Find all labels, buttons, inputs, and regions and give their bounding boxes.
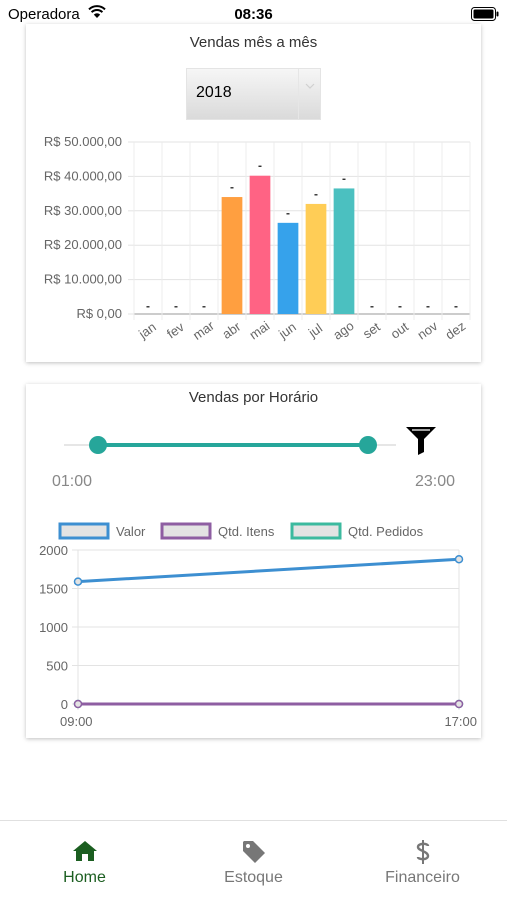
- year-select-value: 2018: [196, 84, 232, 101]
- bar-jun: [277, 222, 299, 314]
- dollar-icon: [338, 839, 507, 864]
- home-icon: [0, 839, 169, 863]
- series-point: [454, 699, 464, 709]
- bar-value-label: -: [202, 299, 206, 313]
- hourly-sales-card: Vendas por Horário 01:00 23:00 Valor Qtd.…: [26, 384, 481, 738]
- bar-value-label: -: [426, 299, 430, 313]
- line-x-label: 17:00: [444, 714, 477, 729]
- tab-home-label: Home: [63, 869, 106, 886]
- wifi-icon: [88, 5, 106, 18]
- series-line-Valor: [77, 557, 460, 584]
- bar-value-label: -: [258, 159, 262, 173]
- tab-financeiro[interactable]: Financeiro: [338, 821, 507, 901]
- line-y-tick-label: 500: [46, 659, 68, 674]
- bar-x-label-mar: mar: [190, 317, 217, 343]
- bar-y-tick-label: R$ 20.000,00: [44, 237, 122, 252]
- legend-swatch-2: [290, 522, 342, 540]
- legend-label-2: Qtd. Pedidos: [348, 524, 424, 539]
- legend-label-1: Qtd. Itens: [218, 524, 275, 539]
- bar-value-label: -: [454, 299, 458, 313]
- bar-x-label-nov: nov: [415, 318, 441, 343]
- bar-x-label-mai: mai: [247, 318, 273, 342]
- hour-range-slider[interactable]: [60, 430, 400, 460]
- line-y-tick-label: 2000: [39, 543, 68, 558]
- status-time: 08:36: [234, 6, 273, 23]
- bar-value-label: -: [230, 180, 234, 194]
- legend-label-0: Valor: [116, 524, 146, 539]
- bar-y-tick-label: R$ 10.000,00: [44, 272, 122, 287]
- tag-icon: [169, 839, 338, 863]
- hourly-sales-line-chart: Valor Qtd. Itens Qtd. Pedidos 0 500 1000 1500 2…: [39, 522, 477, 729]
- series-point: [73, 699, 83, 709]
- bar-value-label: -: [286, 206, 290, 220]
- year-select[interactable]: 2018: [186, 68, 321, 120]
- chevron-down-icon: [305, 83, 315, 89]
- bar-value-label: -: [146, 299, 150, 313]
- tab-estoque-label: Estoque: [224, 869, 283, 886]
- range-start-label: 01:00: [52, 473, 93, 490]
- monthly-sales-title: Vendas mês a mês: [189, 34, 318, 51]
- tab-home[interactable]: Home: [0, 821, 169, 901]
- series-point: [454, 554, 464, 564]
- series-point: [73, 577, 83, 586]
- bar-y-tick-label: R$ 0,00: [76, 306, 122, 321]
- tab-estoque[interactable]: Estoque: [169, 821, 338, 901]
- bar-ago: [333, 188, 355, 314]
- slider-start-handle[interactable]: [89, 436, 107, 454]
- bar-jul: [305, 203, 327, 314]
- bar-x-label-jun: jun: [275, 319, 299, 342]
- slider-end-handle[interactable]: [359, 436, 377, 454]
- monthly-sales-card: Vendas mês a mês 2018 R$ 0,00 R$ 10.000,0…: [26, 24, 481, 362]
- bar-y-tick-label: R$ 30.000,00: [44, 203, 122, 218]
- status-bar: Operadora 08:36: [0, 0, 507, 30]
- bar-value-label: -: [314, 187, 318, 201]
- bar-x-label-ago: ago: [330, 318, 356, 343]
- bar-mai: [249, 175, 271, 314]
- hourly-sales-title: Vendas por Horário: [188, 389, 319, 406]
- bar-value-label: -: [370, 299, 374, 313]
- legend-swatch-1: [160, 522, 212, 540]
- line-x-label: 09:00: [60, 714, 93, 729]
- line-y-tick-label: 0: [61, 697, 68, 712]
- line-y-tick-label: 1000: [39, 620, 68, 635]
- bar-y-tick-label: R$ 40.000,00: [44, 168, 122, 183]
- bar-x-label-out: out: [388, 319, 412, 342]
- legend-swatch-0: [58, 522, 110, 540]
- carrier-name: Operadora: [8, 6, 80, 23]
- bar-abr: [221, 197, 243, 314]
- bottom-tab-bar: Home Estoque Financeiro: [0, 820, 507, 901]
- bar-x-label-dez: dez: [443, 318, 469, 342]
- tab-financeiro-label: Financeiro: [385, 869, 460, 886]
- range-end-label: 23:00: [414, 473, 455, 490]
- year-select-divider: [298, 69, 299, 119]
- bar-x-label-abr: abr: [219, 318, 244, 341]
- line-y-tick-label: 1500: [39, 582, 68, 597]
- filter-icon[interactable]: [404, 424, 438, 458]
- bar-x-label-jan: jan: [135, 319, 159, 342]
- bar-value-label: -: [398, 299, 402, 313]
- monthly-sales-bar-chart: R$ 0,00 R$ 10.000,00 R$ 20.000,00 R$ 30.000…: [44, 134, 471, 343]
- bar-x-label-jul: jul: [305, 320, 325, 340]
- battery-icon: [471, 7, 499, 21]
- bar-value-label: -: [342, 171, 346, 185]
- bar-x-label-fev: fev: [164, 319, 187, 342]
- bar-value-label: -: [174, 299, 178, 313]
- bar-y-tick-label: R$ 50.000,00: [44, 134, 122, 149]
- bar-x-label-set: set: [360, 319, 383, 341]
